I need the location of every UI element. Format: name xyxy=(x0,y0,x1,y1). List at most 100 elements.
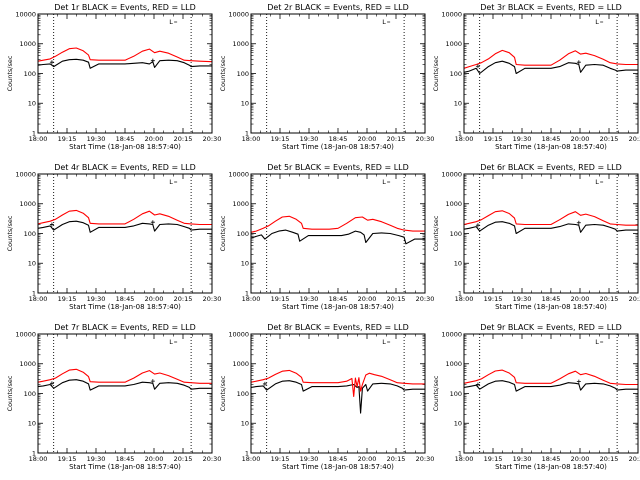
x-tick-label: 20:15 xyxy=(387,135,406,143)
x-tick-label: 18:45 xyxy=(329,455,348,463)
panel-9: Det 9r BLACK = Events, RED = LLD 1 10 100 10… xyxy=(432,323,640,471)
data-marker xyxy=(49,60,54,65)
x-tick-label: 18:45 xyxy=(116,455,135,463)
corner-label: L xyxy=(169,18,173,26)
y-axis-label: Counts/sec xyxy=(6,375,14,411)
y-tick-label: 10 xyxy=(241,260,249,268)
series-line-events xyxy=(37,220,212,233)
plot-frame xyxy=(463,333,639,454)
x-tick-label: 19:30 xyxy=(513,455,532,463)
data-marker xyxy=(262,381,267,386)
x-tick-label: 18:00 xyxy=(29,455,48,463)
x-tick-label: 20:15 xyxy=(600,295,619,303)
corner-label: L xyxy=(595,178,599,186)
plot-frame xyxy=(37,333,213,454)
plot-frame xyxy=(37,13,213,134)
y-tick-label: 1 xyxy=(458,449,462,457)
x-tick-label: 19:30 xyxy=(513,135,532,143)
y-axis-label: Counts/sec xyxy=(432,215,440,251)
y-tick-label: 1000 xyxy=(445,360,462,368)
y-tick-label: 100 xyxy=(24,230,36,238)
y-axis-label: Counts/sec xyxy=(219,215,227,251)
data-marker xyxy=(49,222,54,227)
panel-title: Det 8r BLACK = Events, RED = LLD xyxy=(267,323,409,332)
y-tick-label: 1 xyxy=(245,129,249,137)
x-tick-label: 20:00 xyxy=(571,135,590,143)
x-tick-label: 20:00 xyxy=(571,295,590,303)
data-marker xyxy=(475,64,480,69)
y-tick-label: 10000 xyxy=(441,10,462,18)
y-tick-label: 100 xyxy=(237,230,249,238)
y-axis-label: Counts/sec xyxy=(432,55,440,91)
panel-3: Det 3r BLACK = Events, RED = LLD 1 10 100 10… xyxy=(432,3,640,151)
x-axis-label: Start Time (18-Jan-08 18:57:40) xyxy=(495,303,607,311)
panel-7: Det 7r BLACK = Events, RED = LLD 1 10 100 10… xyxy=(6,323,221,471)
y-tick-label: 1000 xyxy=(19,40,36,48)
x-tick-label: 20:30 xyxy=(203,455,222,463)
x-tick-label: 20:00 xyxy=(358,455,377,463)
y-tick-label: 10000 xyxy=(441,330,462,338)
y-tick-label: 1000 xyxy=(19,200,36,208)
corner-label: L xyxy=(169,178,173,186)
corner-label: L xyxy=(382,338,386,346)
y-tick-label: 10 xyxy=(454,260,462,268)
data-marker xyxy=(576,220,581,225)
x-tick-label: 18:45 xyxy=(542,295,561,303)
corner-label: L xyxy=(382,178,386,186)
data-marker xyxy=(150,58,155,63)
x-tick-label: 19:15 xyxy=(58,295,77,303)
panel-title: Det 4r BLACK = Events, RED = LLD xyxy=(54,163,196,172)
x-tick-label: 20:30 xyxy=(416,135,435,143)
y-tick-label: 1000 xyxy=(232,360,249,368)
y-axis-label: Counts/sec xyxy=(219,55,227,91)
y-tick-label: 10000 xyxy=(15,330,36,338)
series-line-lld xyxy=(37,47,213,63)
y-axis-label: Counts/sec xyxy=(6,215,14,251)
x-tick-label: 20:15 xyxy=(174,455,193,463)
plot-frame xyxy=(463,173,639,294)
x-tick-label: 20:30 xyxy=(203,295,222,303)
x-tick-label: 18:00 xyxy=(455,455,474,463)
y-tick-label: 1 xyxy=(245,289,249,297)
x-tick-label: 19:15 xyxy=(58,135,77,143)
series-line-events xyxy=(250,380,425,414)
x-axis-label: Start Time (18-Jan-08 18:57:40) xyxy=(282,463,394,471)
x-tick-label: 19:30 xyxy=(513,295,532,303)
x-tick-label: 20:15 xyxy=(387,455,406,463)
x-tick-label: 18:00 xyxy=(455,135,474,143)
panel-title: Det 7r BLACK = Events, RED = LLD xyxy=(54,323,196,332)
panel-8: Det 8r BLACK = Events, RED = LLD 1 10 100 10… xyxy=(219,323,434,471)
plot-frame xyxy=(250,173,426,294)
y-tick-label: 10000 xyxy=(441,170,462,178)
y-tick-label: 1 xyxy=(245,449,249,457)
x-tick-label: 18:45 xyxy=(329,295,348,303)
x-tick-label: 19:30 xyxy=(87,455,106,463)
x-tick-label: 20:30 xyxy=(416,455,435,463)
panel-6: Det 6r BLACK = Events, RED = LLD 1 10 100 10… xyxy=(432,163,640,311)
y-tick-label: 100 xyxy=(450,70,462,78)
y-tick-label: 1 xyxy=(458,129,462,137)
y-tick-label: 1 xyxy=(32,129,36,137)
y-tick-label: 10 xyxy=(28,260,36,268)
y-tick-label: 100 xyxy=(237,390,249,398)
data-marker xyxy=(475,223,480,228)
x-tick-label: 20:00 xyxy=(145,455,164,463)
data-marker xyxy=(150,220,155,225)
x-axis-label: Start Time (18-Jan-08 18:57:40) xyxy=(69,463,181,471)
y-tick-label: 1 xyxy=(32,449,36,457)
x-tick-label: 19:15 xyxy=(484,135,503,143)
y-tick-label: 10000 xyxy=(228,170,249,178)
data-marker xyxy=(576,379,581,384)
x-tick-label: 18:45 xyxy=(542,455,561,463)
x-tick-label: 19:30 xyxy=(87,135,106,143)
plot-frame xyxy=(37,173,213,294)
y-tick-label: 10 xyxy=(454,100,462,108)
series-line-events xyxy=(250,229,425,245)
x-tick-label: 20:15 xyxy=(600,455,619,463)
y-tick-label: 1000 xyxy=(232,200,249,208)
panel-title: Det 6r BLACK = Events, RED = LLD xyxy=(480,163,622,172)
y-tick-label: 10000 xyxy=(228,10,249,18)
x-tick-label: 18:00 xyxy=(242,135,261,143)
x-axis-label: Start Time (18-Jan-08 18:57:40) xyxy=(282,143,394,151)
